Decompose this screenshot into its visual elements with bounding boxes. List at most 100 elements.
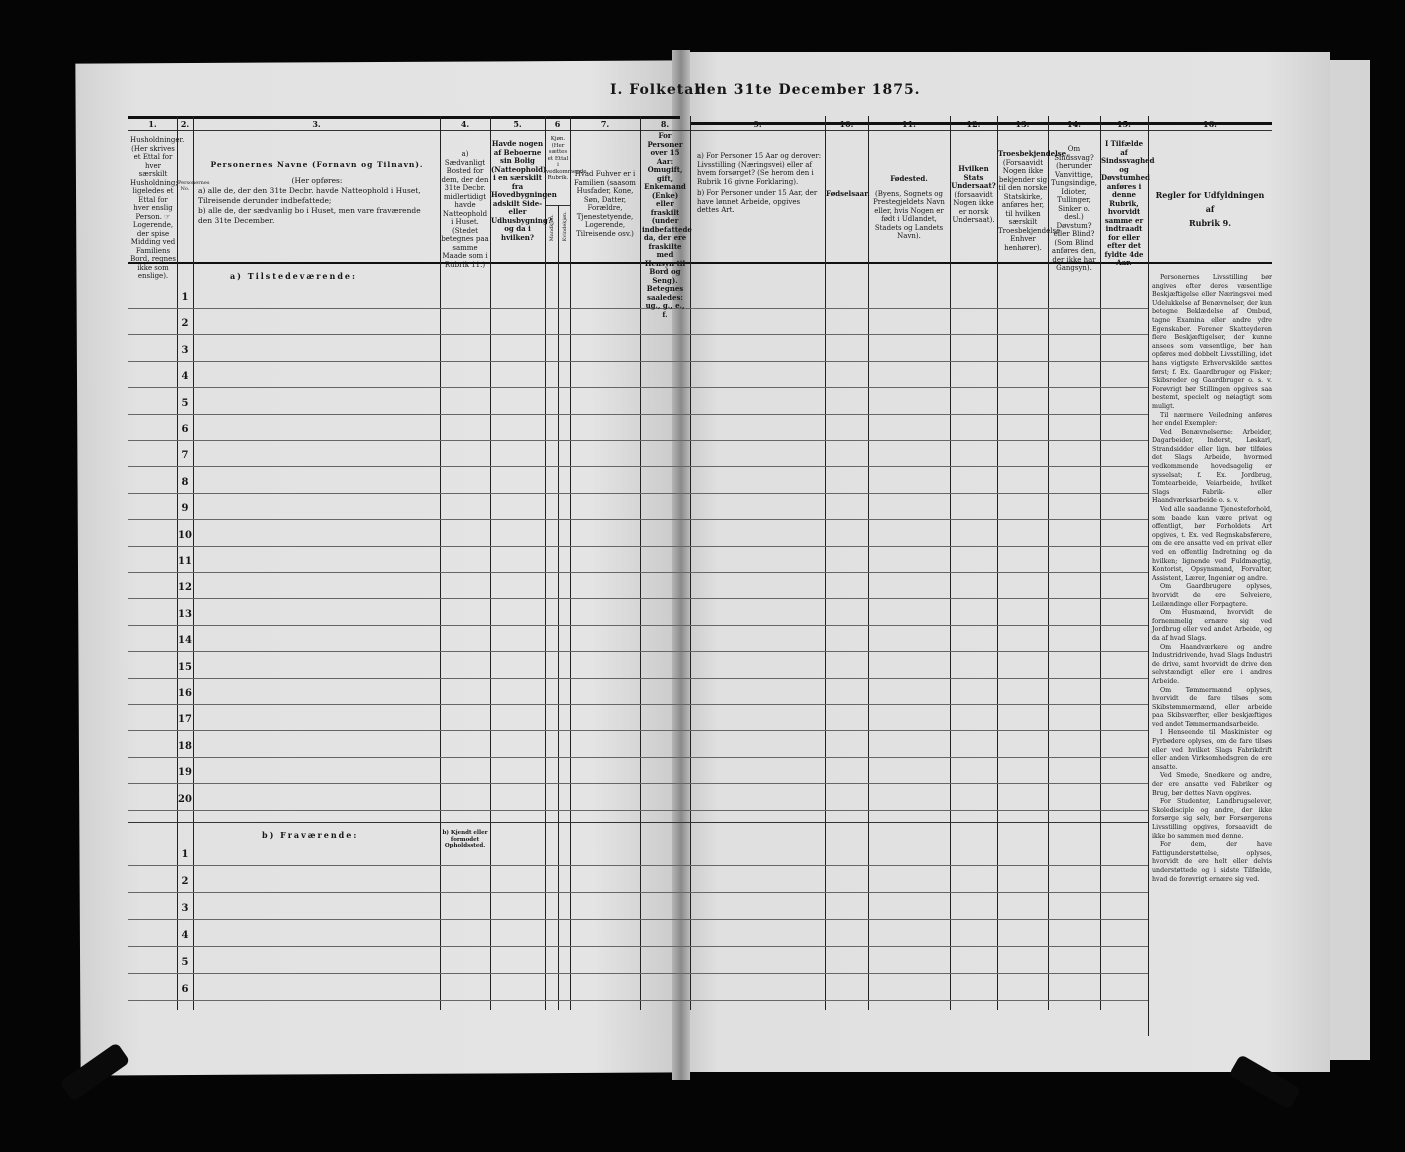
column-line bbox=[1048, 116, 1049, 1010]
table-row bbox=[128, 334, 1148, 336]
row-number: 4 bbox=[181, 371, 189, 383]
row-number: 2 bbox=[181, 318, 189, 330]
table-row bbox=[128, 892, 1148, 893]
column-line bbox=[545, 116, 546, 1010]
column-line bbox=[868, 116, 869, 1010]
table-row bbox=[128, 730, 1148, 732]
table-row bbox=[128, 440, 1148, 441]
col3-a: a) alle de, der den 31te Decbr. havde Na… bbox=[198, 186, 421, 205]
column-number: 4. bbox=[460, 119, 470, 129]
table-row bbox=[128, 387, 1148, 389]
row-number: 14 bbox=[178, 635, 192, 647]
col15-header: I Tilfælde af Sindssvaghed og Døvstumhed… bbox=[1101, 139, 1155, 267]
col2-header: Personernes No. bbox=[178, 180, 209, 192]
col8-header: For Personer over 15 Aar: Omugift, gift,… bbox=[642, 131, 692, 319]
col7-header: Hvad Fuhver er i Familien (saasom Husfad… bbox=[574, 170, 636, 238]
row-number: 4 bbox=[181, 930, 189, 941]
column-number: 15. bbox=[1117, 119, 1131, 129]
table-row bbox=[128, 919, 1148, 920]
row-number: 6 bbox=[181, 424, 189, 435]
col11-header: Fødested. (Byens, Sognets og Prestegjeld… bbox=[870, 174, 948, 241]
row-number: 2 bbox=[181, 876, 189, 887]
col6-header: Kjøn. (Her sættes et Ettal i vedkommende… bbox=[546, 136, 587, 181]
table-row bbox=[128, 308, 1148, 309]
col3-title: Personernes Navne (Fornavn og Tilnavn). bbox=[210, 160, 424, 169]
row-number: 9 bbox=[181, 503, 189, 515]
rule-paragraph: For Studenter, Landbrugselever, Skoledis… bbox=[1152, 798, 1272, 840]
table-row bbox=[128, 677, 1148, 679]
column-number: 5. bbox=[513, 119, 522, 129]
col12-title: Hvilken Stats Undersaat? bbox=[951, 164, 996, 190]
col3-header: Personernes Navne (Fornavn og Tilnavn). … bbox=[198, 160, 436, 226]
row-number: 5 bbox=[181, 957, 189, 968]
row-number: 17 bbox=[178, 714, 192, 726]
column-number: 10. bbox=[839, 119, 854, 129]
col14-header: Om Sindssvag? (herunder Vanvittige, Tung… bbox=[1050, 145, 1098, 272]
column-line bbox=[490, 116, 491, 1010]
col11-title: Fødested. bbox=[890, 174, 928, 183]
column-number: 3. bbox=[312, 119, 321, 129]
column-number: 11. bbox=[902, 119, 916, 129]
row-number: 3 bbox=[181, 344, 189, 356]
row-number: 13 bbox=[178, 608, 192, 620]
header-number-rule bbox=[128, 130, 1272, 131]
col1-header: Husholdninger. (Her skrives et Ettal for… bbox=[130, 136, 185, 280]
rule-paragraph: Ved Benævnelserne: Arbeider, Dagarbeider… bbox=[1152, 428, 1272, 505]
table-row bbox=[128, 545, 1148, 547]
section-absent: b) Fraværende: bbox=[262, 830, 359, 840]
rule-paragraph: I Henseende til Maskinister og Fyrbødere… bbox=[1152, 729, 1272, 771]
table-row bbox=[128, 1000, 1148, 1001]
table-row bbox=[128, 783, 1148, 785]
column-number: 14. bbox=[1067, 119, 1081, 129]
col9-header: a) For Personer 15 Aar og derover: Livss… bbox=[697, 152, 822, 215]
col9-b: b) For Personer under 15 Aar, der have l… bbox=[697, 189, 818, 214]
table-row bbox=[128, 651, 1148, 653]
table-row bbox=[128, 624, 1148, 626]
col13-text: (Forsaavidt Nogen ikke bekjender sig til… bbox=[998, 158, 1061, 252]
rules-text: Personernes Livsstilling bør angives eft… bbox=[1152, 274, 1272, 884]
row-number: 7 bbox=[181, 450, 189, 462]
col12-header: Hvilken Stats Undersaat? (forsaavidt Nog… bbox=[951, 164, 996, 225]
row-number: 15 bbox=[178, 661, 192, 673]
column-line bbox=[997, 116, 998, 1010]
table-row bbox=[128, 756, 1148, 758]
rule-paragraph: Ved Smede, Snedkere og andre, der ere an… bbox=[1152, 772, 1272, 797]
col6-split-line bbox=[558, 205, 559, 1010]
table-row bbox=[128, 466, 1148, 468]
table-row bbox=[128, 360, 1148, 362]
column-line bbox=[640, 116, 641, 1010]
col12-text: (forsaavidt Nogen ikke er norsk Undersaa… bbox=[952, 190, 995, 225]
table-row bbox=[128, 946, 1148, 947]
table-row bbox=[128, 492, 1148, 494]
header-bottom-rule bbox=[128, 262, 1272, 264]
rule-paragraph: Om Husmænd, hvorvidt de fornemmelig ernæ… bbox=[1152, 609, 1272, 642]
column-line bbox=[950, 116, 951, 1010]
title-right: den 31te December 1875. bbox=[696, 82, 921, 98]
row-number: 12 bbox=[178, 582, 192, 594]
row-number: 20 bbox=[178, 793, 192, 805]
col16-mid: af bbox=[1205, 204, 1215, 214]
table-row bbox=[128, 865, 1148, 866]
rule-paragraph: Om Tømmermænd oplyses, hvorvidt de fare … bbox=[1152, 686, 1272, 728]
col5-header: Havde nogen af Beboerne sin Bolig (Natte… bbox=[491, 139, 557, 242]
column-number: 6 bbox=[554, 119, 561, 129]
rule-paragraph: Om Haandværkere og andre Industridrivend… bbox=[1152, 643, 1272, 685]
row-number: 8 bbox=[181, 476, 189, 488]
col11-text: (Byens, Sognets og Prestegjeldets Navn e… bbox=[873, 189, 945, 241]
table-row bbox=[128, 704, 1148, 705]
table-row bbox=[128, 572, 1148, 573]
section-present: a) Tilstedeværende: bbox=[230, 271, 357, 281]
column-number: 8. bbox=[660, 119, 670, 129]
top-rule-left bbox=[128, 116, 680, 119]
top-rule-right bbox=[690, 122, 1272, 125]
column-line bbox=[570, 116, 571, 1010]
col6-split-rule bbox=[545, 205, 570, 206]
col13-header: Troesbekjendelse. (Forsaavidt Nogen ikke… bbox=[998, 149, 1069, 252]
column-number: 1. bbox=[148, 119, 157, 129]
table-row bbox=[128, 413, 1148, 415]
column-line bbox=[1148, 116, 1149, 1036]
rule-paragraph: Om Gaardbrugere oplyses, hvorvidt de ere… bbox=[1152, 583, 1272, 608]
column-number: 12. bbox=[966, 119, 981, 129]
col13-title: Troesbekjendelse. bbox=[998, 149, 1069, 158]
col10-header: Fødselsaar. bbox=[826, 189, 870, 198]
